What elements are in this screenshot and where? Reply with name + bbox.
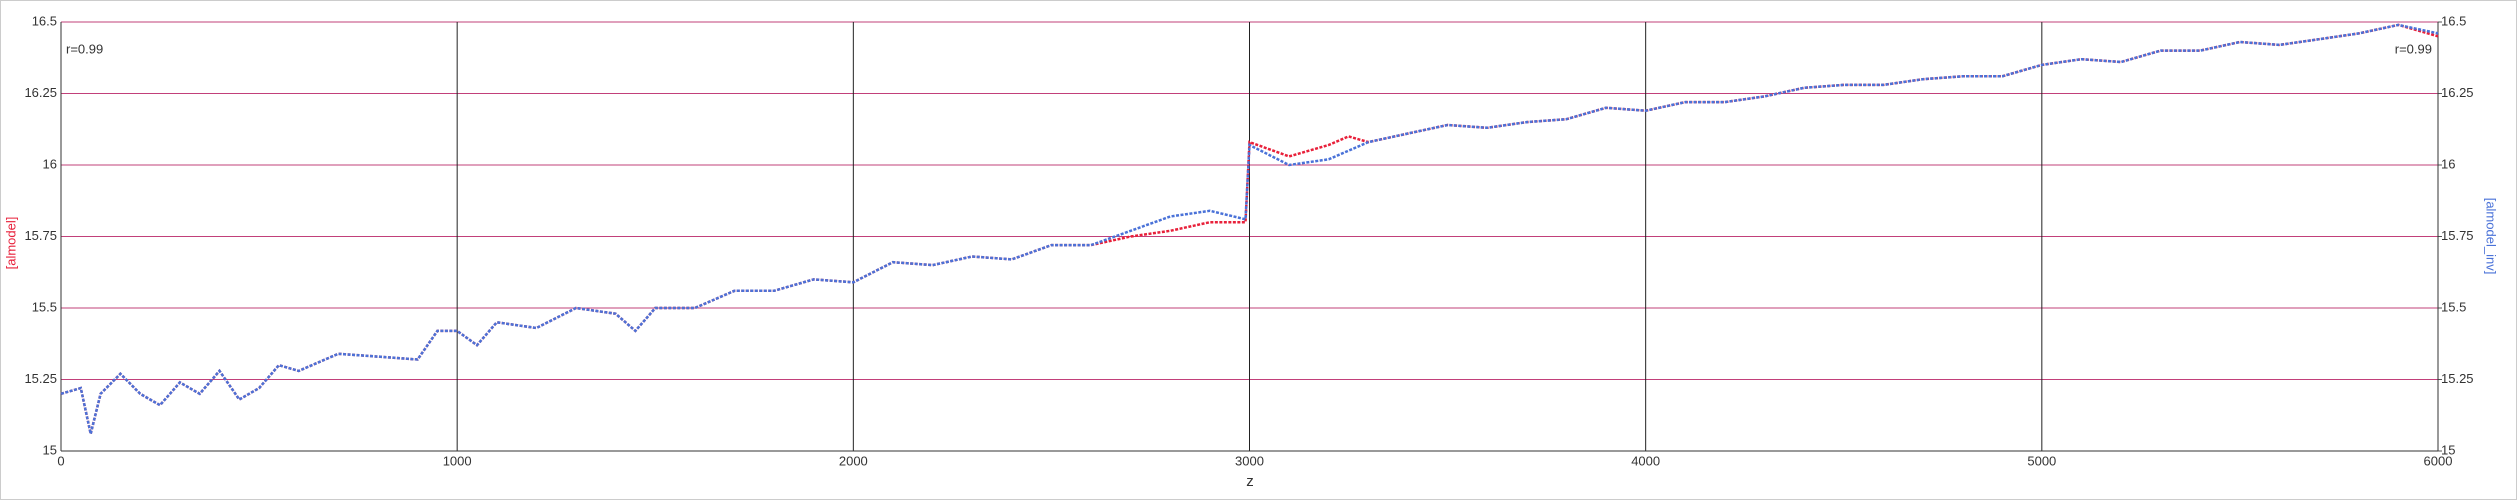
x-axis-label: z bbox=[1246, 473, 1254, 490]
y-axis-label: [almodel] bbox=[3, 217, 18, 270]
x-tick-label: 6000 bbox=[2424, 453, 2453, 468]
annotation: r=0.99 bbox=[66, 41, 103, 56]
y2-axis-label: [almodel_inv] bbox=[2484, 198, 2499, 275]
y-tick-label: 15 bbox=[43, 442, 57, 457]
y2-tick-label: 15.25 bbox=[2441, 371, 2474, 386]
x-tick-label: 5000 bbox=[2027, 453, 2056, 468]
y-tick-label: 15.75 bbox=[24, 228, 57, 243]
y2-tick-label: 15.5 bbox=[2441, 299, 2466, 314]
y-tick-label: 16.5 bbox=[32, 13, 57, 28]
y2-tick-label: 16 bbox=[2441, 156, 2455, 171]
y-tick-label: 16 bbox=[43, 156, 57, 171]
x-tick-label: 0 bbox=[57, 453, 64, 468]
y2-tick-label: 15.75 bbox=[2441, 228, 2474, 243]
y2-tick-label: 16.25 bbox=[2441, 85, 2474, 100]
series-line bbox=[60, 23, 2439, 435]
x-tick-label: 1000 bbox=[443, 453, 472, 468]
y-tick-label: 16.25 bbox=[24, 85, 57, 100]
x-tick-label: 4000 bbox=[1631, 453, 1660, 468]
x-tick-label: 2000 bbox=[839, 453, 868, 468]
y-tick-label: 15.25 bbox=[24, 371, 57, 386]
x-tick-label: 3000 bbox=[1235, 453, 1264, 468]
y2-tick-label: 16.5 bbox=[2441, 13, 2466, 28]
y-tick-label: 15.5 bbox=[32, 299, 57, 314]
annotation: r=0.99 bbox=[2395, 41, 2432, 56]
y2-tick-label: 15 bbox=[2441, 442, 2455, 457]
